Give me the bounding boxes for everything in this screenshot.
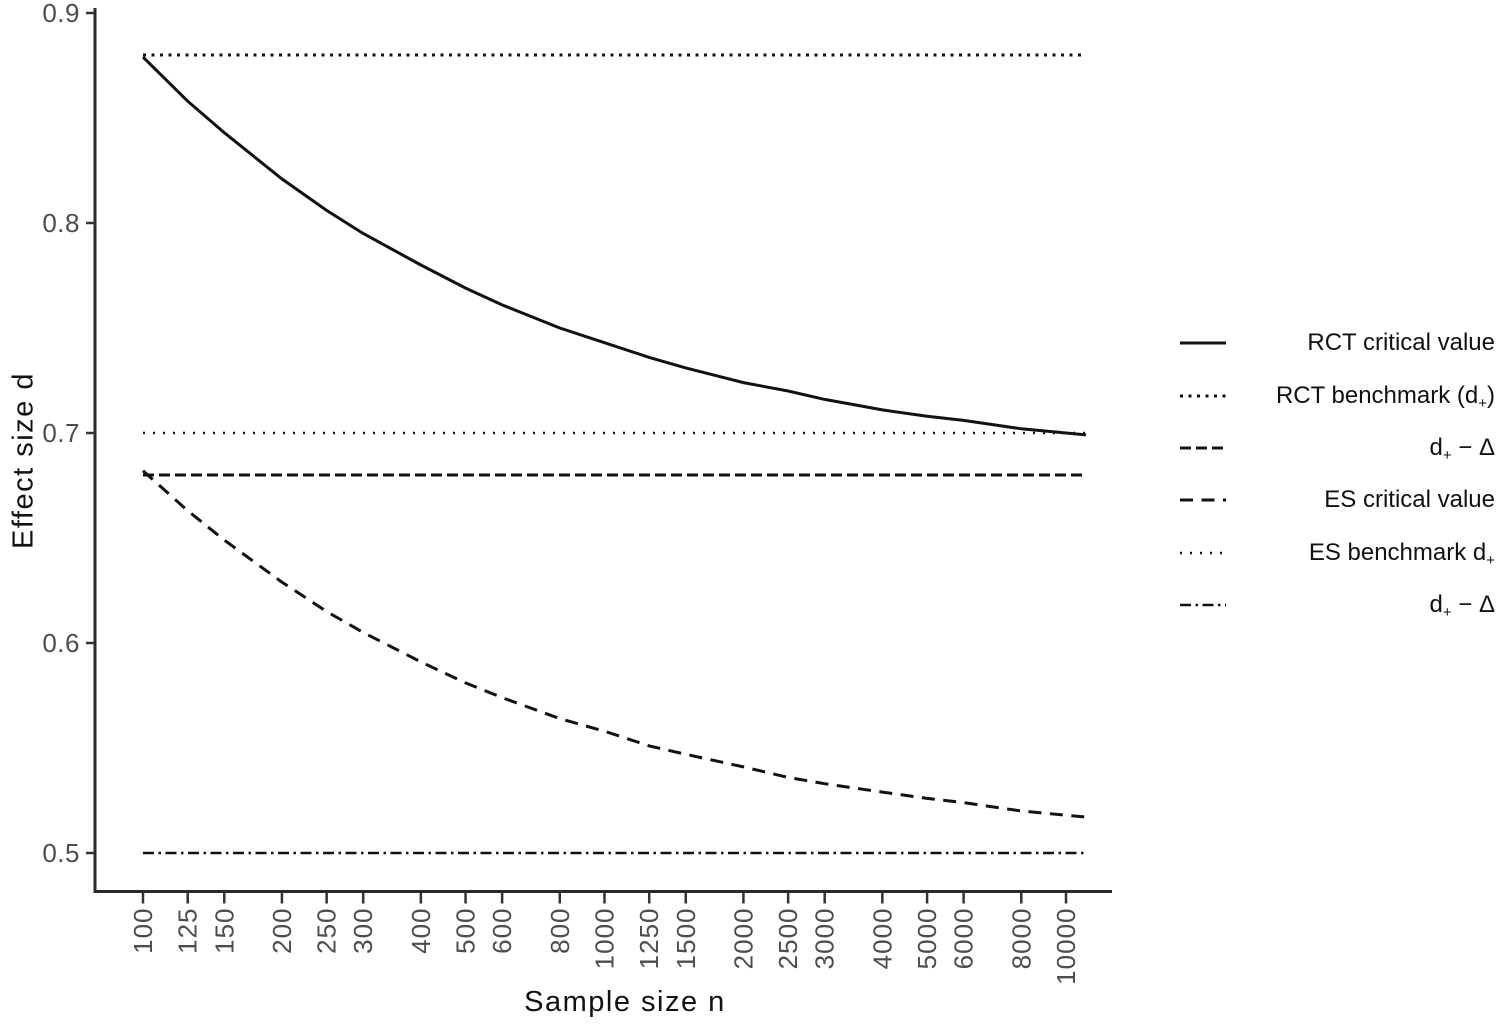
y-tick-label: 0.8: [42, 208, 80, 238]
x-tick-label: 150: [209, 908, 239, 954]
x-tick-label: 250: [312, 908, 342, 954]
x-tick-label: 4000: [867, 908, 897, 970]
series-rct-critical-value: [141, 56, 1087, 437]
legend-label: d+ − Δ: [1429, 591, 1495, 622]
x-tick-label: 1250: [634, 908, 664, 970]
legend-key-dashed-line: [1180, 498, 1226, 502]
x-tick-label: 8000: [1006, 908, 1036, 970]
legend-entry-es-benchmark-d: ES benchmark d+: [1180, 527, 1495, 579]
x-tick-label: 125: [173, 908, 203, 954]
legend-entry-rct-benchmark-d: RCT benchmark (d+): [1180, 369, 1495, 421]
legend-label: RCT benchmark (d+): [1275, 381, 1495, 412]
legend-label: d+ − Δ: [1429, 433, 1495, 464]
x-tick-label: 2000: [728, 908, 758, 970]
legend-label: RCT critical value: [1307, 329, 1495, 357]
legend-entry-d: d+ − Δ: [1180, 579, 1495, 631]
legend: RCT critical value RCT benchmark (d+) d+ −…: [1180, 317, 1495, 631]
y-axis-title: Effect size d: [7, 372, 40, 549]
legend-key-dashed-tight-line: [1180, 446, 1226, 450]
legend-label: ES critical value: [1324, 486, 1495, 514]
x-tick-label: 6000: [949, 908, 979, 970]
legend-entry-rct-critical-value: RCT critical value: [1180, 317, 1495, 369]
legend-key-dotted-sparse-line: [1180, 551, 1226, 554]
legend-key-dotted-dense-line: [1180, 394, 1226, 398]
legend-key-solid-line: [1180, 341, 1226, 345]
x-tick-label: 10000: [1051, 908, 1081, 985]
x-tick-label: 300: [348, 908, 378, 954]
x-axis-title: Sample size n: [524, 986, 726, 1018]
legend-key-dashdot-line: [1180, 603, 1226, 607]
legend-entry-es-critical-value: ES critical value: [1180, 474, 1495, 526]
y-tick-label: 0.7: [42, 418, 80, 448]
y-tick-label: 0.6: [42, 628, 80, 658]
y-tick-label: 0.9: [42, 0, 80, 28]
x-tick-label: 1000: [590, 908, 620, 970]
x-tick-label: 800: [545, 908, 575, 954]
x-tick-label: 1500: [671, 908, 701, 970]
legend-entry-d: d+ − Δ: [1180, 422, 1495, 474]
x-tick-label: 3000: [810, 908, 840, 970]
y-tick-label: 0.5: [42, 838, 80, 868]
series-es-critical-value: [142, 469, 1087, 819]
x-tick-label: 500: [451, 908, 481, 954]
x-tick-label: 100: [128, 908, 158, 954]
x-tick-label: 600: [487, 908, 517, 954]
x-tick-label: 200: [267, 908, 297, 954]
x-tick-label: 400: [406, 908, 436, 954]
x-tick-label: 2500: [773, 908, 803, 970]
legend-label: ES benchmark d+: [1308, 538, 1495, 569]
x-tick-label: 5000: [912, 908, 942, 970]
